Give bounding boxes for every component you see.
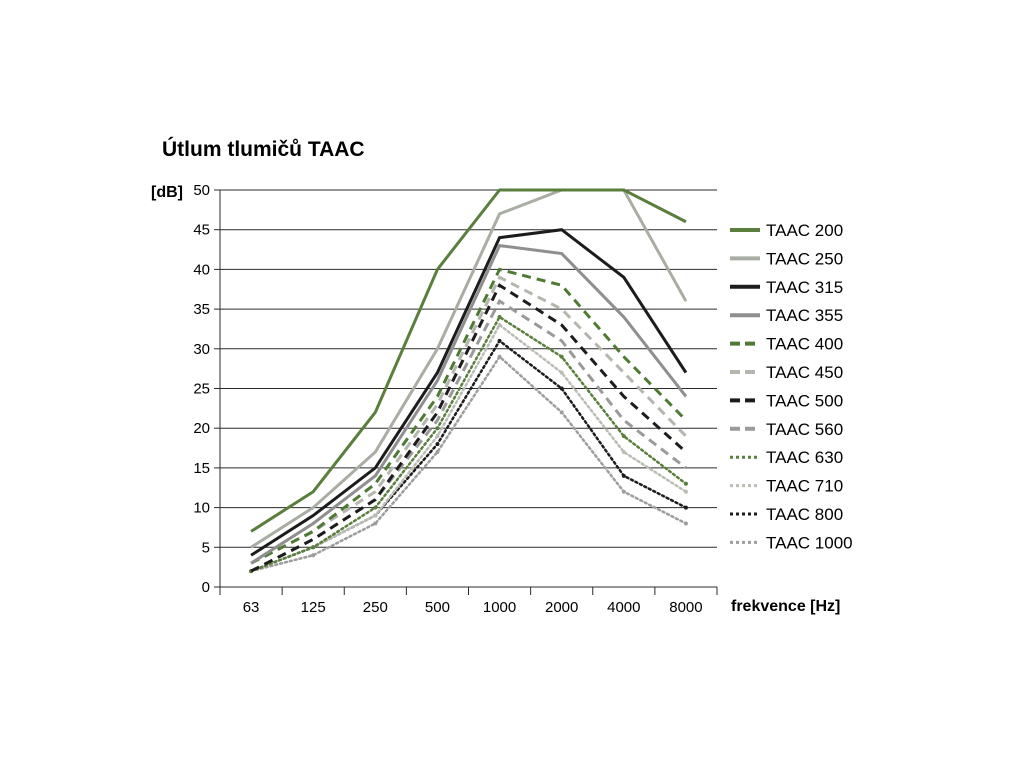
data-point xyxy=(621,473,626,478)
x-axis-label: frekvence [Hz] xyxy=(731,598,840,615)
series-line-taac-400 xyxy=(250,267,688,565)
series-line-taac-500 xyxy=(250,283,687,573)
y-tick-label: 45 xyxy=(193,222,210,239)
x-tick-label: 8000 xyxy=(669,599,702,616)
data-point xyxy=(559,410,564,415)
data-point xyxy=(683,521,688,526)
x-tick-label: 2000 xyxy=(545,599,578,616)
series-lines xyxy=(249,188,688,574)
series-line-taac-1000 xyxy=(249,354,688,573)
x-tick-label: 4000 xyxy=(607,599,640,616)
legend-label: TAAC 355 xyxy=(766,306,843,325)
data-point xyxy=(497,315,502,320)
y-tick-label: 30 xyxy=(193,341,210,358)
y-tick-label: 0 xyxy=(202,579,210,596)
data-point xyxy=(559,354,564,359)
data-point xyxy=(435,450,440,455)
legend-label: TAAC 800 xyxy=(766,505,843,524)
legend-label: TAAC 630 xyxy=(766,448,843,467)
data-point xyxy=(621,450,626,455)
series-line-taac-630 xyxy=(249,315,688,573)
data-point xyxy=(621,434,626,439)
legend-label: TAAC 450 xyxy=(766,363,843,382)
data-point xyxy=(683,481,688,486)
gridlines xyxy=(220,189,717,548)
data-point xyxy=(621,489,626,494)
series-line-taac-315 xyxy=(250,228,688,557)
data-point xyxy=(497,322,502,327)
data-point xyxy=(373,505,378,510)
series-line-taac-710 xyxy=(249,323,688,573)
data-point xyxy=(311,545,316,550)
y-tick-label: 25 xyxy=(193,381,210,398)
data-point xyxy=(435,426,440,431)
data-point xyxy=(373,513,378,518)
data-point xyxy=(683,505,688,510)
series-line-taac-800 xyxy=(249,339,688,573)
y-tick-label: 10 xyxy=(193,500,210,517)
y-tick-label: 5 xyxy=(202,539,210,556)
legend-label: TAAC 560 xyxy=(766,420,843,439)
data-point xyxy=(435,442,440,447)
legend-label: TAAC 1000 xyxy=(766,533,853,552)
axes: 0 5 10 15 20 25 30 35 40 45 50 63 125 250 500 1000 2000 4… xyxy=(193,182,718,616)
x-tick-label: 1000 xyxy=(483,599,516,616)
series-line-taac-200 xyxy=(250,188,687,533)
y-axis-label: [dB] xyxy=(151,184,183,201)
data-point xyxy=(497,354,502,359)
data-point xyxy=(373,521,378,526)
data-point xyxy=(435,434,440,439)
series-line-taac-355 xyxy=(250,243,688,565)
legend-label: TAAC 400 xyxy=(766,335,843,354)
chart-title: Útlum tlumičů TAAC xyxy=(162,137,365,161)
data-point xyxy=(683,489,688,494)
legend-label: TAAC 250 xyxy=(766,249,843,268)
x-tick-label: 500 xyxy=(425,599,450,616)
legend-label: TAAC 500 xyxy=(766,391,843,410)
data-point xyxy=(311,553,316,558)
x-tick-label: 250 xyxy=(363,599,388,616)
legend: TAAC 200 TAAC 250 TAAC 315 TAAC 355 TAAC 400… xyxy=(730,221,853,552)
y-tick-label: 50 xyxy=(193,182,210,199)
legend-label: TAAC 315 xyxy=(766,278,843,297)
data-point xyxy=(497,338,502,343)
y-tick-label: 15 xyxy=(193,460,210,477)
y-tick-label: 40 xyxy=(193,261,210,278)
data-point xyxy=(559,370,564,375)
legend-label: TAAC 710 xyxy=(766,477,843,496)
y-tick-label: 20 xyxy=(193,420,210,437)
y-tick-label: 35 xyxy=(193,301,210,318)
data-point xyxy=(559,386,564,391)
x-tick-label: 125 xyxy=(301,599,326,616)
legend-label: TAAC 200 xyxy=(766,221,843,240)
x-tick-label: 63 xyxy=(243,599,260,616)
